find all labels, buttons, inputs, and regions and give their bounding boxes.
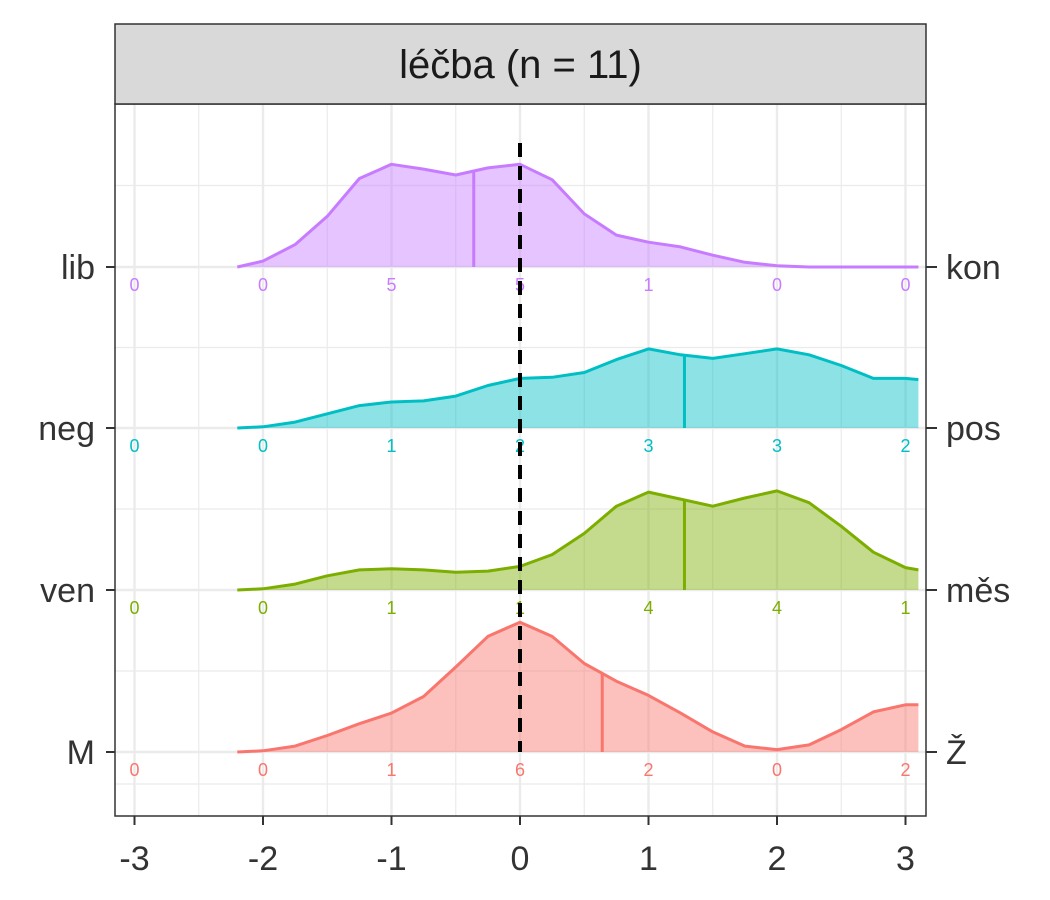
count-label-ven: 0 xyxy=(129,598,139,618)
count-label-ven: 4 xyxy=(772,598,782,618)
count-label-m: 0 xyxy=(772,760,782,780)
count-label-neg: 0 xyxy=(129,436,139,456)
facet-strip-title: léčba (n = 11) xyxy=(399,43,642,87)
x-axis-tick-label: 2 xyxy=(768,840,787,878)
density-area-ven xyxy=(237,490,919,590)
count-label-ven: 1 xyxy=(386,598,396,618)
y-axis-label-right: pos xyxy=(946,410,1001,448)
count-label-m: 0 xyxy=(258,760,268,780)
count-label-ven: 1 xyxy=(900,598,910,618)
x-axis-tick-label: 3 xyxy=(896,840,915,878)
y-axis-label-left: ven xyxy=(40,572,95,610)
y-axis-label-right: měs xyxy=(946,572,1010,610)
count-label-lib: 5 xyxy=(386,275,396,295)
density-area-lib xyxy=(237,164,919,267)
x-axis-tick-label: -2 xyxy=(248,840,278,878)
density-line-m xyxy=(237,620,919,754)
x-axis-tick-label: 0 xyxy=(511,840,530,878)
y-axis-label-left: M xyxy=(67,734,95,772)
x-axis-tick-label: -1 xyxy=(376,840,406,878)
y-axis-label-left: lib xyxy=(61,249,95,287)
count-label-m: 2 xyxy=(900,760,910,780)
count-label-neg: 3 xyxy=(643,436,653,456)
count-label-neg: 1 xyxy=(386,436,396,456)
density-area-m xyxy=(237,622,919,752)
density-line-ven xyxy=(237,489,919,592)
y-axis-label-left: neg xyxy=(38,410,95,448)
count-labels: 0055100001233200114410016202 xyxy=(129,275,910,780)
density-ridges xyxy=(236,162,919,754)
y-axis-label-right: Ž xyxy=(946,734,967,772)
count-label-m: 6 xyxy=(515,760,525,780)
x-axis-tick-label: -3 xyxy=(119,840,149,878)
count-label-m: 2 xyxy=(643,760,653,780)
density-line-neg xyxy=(237,347,919,430)
density-line-lib xyxy=(236,162,919,269)
count-label-lib: 0 xyxy=(129,275,139,295)
count-label-neg: 2 xyxy=(900,436,910,456)
count-label-lib: 0 xyxy=(772,275,782,295)
count-label-lib: 1 xyxy=(643,275,653,295)
count-label-ven: 0 xyxy=(258,598,268,618)
facet-strip xyxy=(114,23,927,105)
count-label-neg: 3 xyxy=(772,436,782,456)
x-axis-tick-label: 1 xyxy=(639,840,658,878)
count-label-ven: 4 xyxy=(643,598,653,618)
count-label-neg: 0 xyxy=(258,436,268,456)
density-area-neg xyxy=(237,348,919,428)
y-axis-label-right: kon xyxy=(946,249,1001,287)
count-label-lib: 0 xyxy=(900,275,910,295)
count-label-m: 0 xyxy=(129,760,139,780)
count-label-m: 1 xyxy=(386,760,396,780)
count-label-lib: 0 xyxy=(258,275,268,295)
